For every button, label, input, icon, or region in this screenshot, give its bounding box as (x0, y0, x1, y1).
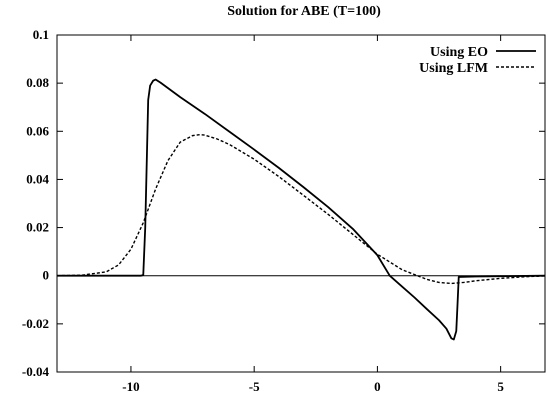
x-tick-label: 5 (497, 379, 504, 394)
series-line-eo (57, 78, 545, 341)
x-tick-label: -10 (122, 379, 139, 394)
series-line-lfm (57, 133, 545, 285)
y-tick-label: 0.1 (33, 27, 49, 42)
y-tick-label: 0.04 (26, 171, 49, 186)
axes: -10 -5 0 5 0.1 0.08 0.06 0.04 0.02 0 -0.02 -0.04 (22, 27, 546, 394)
plot-area (57, 78, 545, 341)
y-tick-label: 0.08 (26, 75, 49, 90)
y-tick-label: -0.04 (22, 364, 50, 379)
legend-label-eo: Using EO (430, 45, 488, 60)
y-tick-label: -0.02 (22, 316, 49, 331)
y-tick-label: 0.02 (26, 220, 49, 235)
y-tick-label: 0.06 (26, 123, 49, 138)
plot-frame (56, 34, 546, 373)
legend-label-lfm: Using LFM (419, 61, 488, 76)
x-tick-label: 0 (374, 379, 381, 394)
y-tick-label: 0 (43, 268, 50, 283)
chart-title: Solution for ABE (T=100) (227, 4, 381, 19)
x-tick-label: -5 (249, 379, 260, 394)
